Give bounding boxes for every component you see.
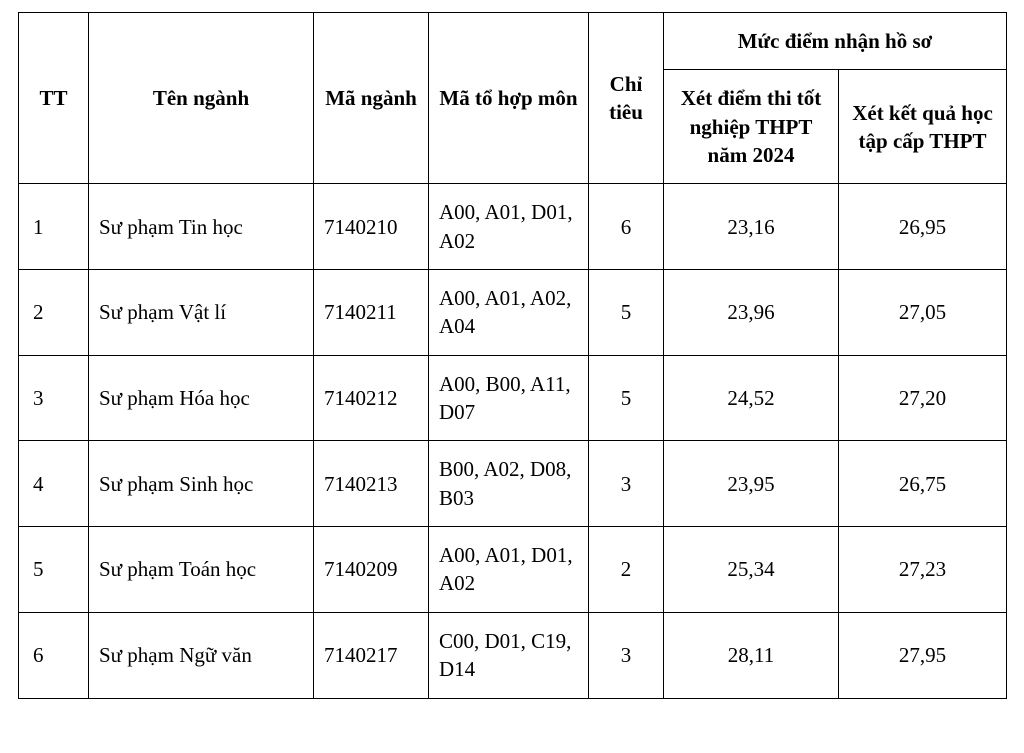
cell-diem-hoc-tap: 26,75 [839,441,1007,527]
cell-ma-nganh: 7140210 [314,184,429,270]
table-header: TT Tên ngành Mã ngành Mã tổ hợp môn Chỉ … [19,13,1007,184]
table-body: 1Sư phạm Tin học7140210A00, A01, D01, A0… [19,184,1007,698]
cell-tt: 6 [19,612,89,698]
cell-diem-tot-nghiep: 28,11 [664,612,839,698]
cell-chi-tieu: 5 [589,270,664,356]
cell-chi-tieu: 3 [589,441,664,527]
cell-diem-tot-nghiep: 23,96 [664,270,839,356]
cell-ten-nganh: Sư phạm Sinh học [89,441,314,527]
col-header-ma-nganh: Mã ngành [314,13,429,184]
cell-chi-tieu: 3 [589,612,664,698]
col-header-chi-tieu: Chỉ tiêu [589,13,664,184]
table-row: 2Sư phạm Vật lí7140211A00, A01, A02, A04… [19,270,1007,356]
table-row: 1Sư phạm Tin học7140210A00, A01, D01, A0… [19,184,1007,270]
cell-diem-tot-nghiep: 23,95 [664,441,839,527]
cell-diem-hoc-tap: 27,20 [839,355,1007,441]
cell-ma-to-hop-mon: A00, A01, D01, A02 [429,527,589,613]
cell-ma-nganh: 7140212 [314,355,429,441]
table-header-row-1: TT Tên ngành Mã ngành Mã tổ hợp môn Chỉ … [19,13,1007,70]
col-header-xet-ket-qua-hoc-tap: Xét kết quả học tập cấp THPT [839,70,1007,184]
cell-ma-nganh: 7140217 [314,612,429,698]
col-header-xet-diem-tot-nghiep: Xét điểm thi tốt nghiệp THPT năm 2024 [664,70,839,184]
cell-ten-nganh: Sư phạm Tin học [89,184,314,270]
cell-tt: 1 [19,184,89,270]
cell-tt: 2 [19,270,89,356]
cell-diem-tot-nghiep: 23,16 [664,184,839,270]
cell-diem-tot-nghiep: 24,52 [664,355,839,441]
admissions-table: TT Tên ngành Mã ngành Mã tổ hợp môn Chỉ … [18,12,1007,699]
cell-ma-to-hop-mon: A00, A01, A02, A04 [429,270,589,356]
cell-diem-hoc-tap: 27,95 [839,612,1007,698]
cell-chi-tieu: 6 [589,184,664,270]
cell-tt: 3 [19,355,89,441]
cell-ten-nganh: Sư phạm Vật lí [89,270,314,356]
cell-ma-to-hop-mon: C00, D01, C19, D14 [429,612,589,698]
cell-chi-tieu: 2 [589,527,664,613]
table-row: 6Sư phạm Ngữ văn7140217C00, D01, C19, D1… [19,612,1007,698]
col-header-ma-to-hop-mon: Mã tổ hợp môn [429,13,589,184]
cell-ten-nganh: Sư phạm Toán học [89,527,314,613]
cell-tt: 4 [19,441,89,527]
col-header-muc-diem-nhan-ho-so: Mức điểm nhận hồ sơ [664,13,1007,70]
cell-ten-nganh: Sư phạm Ngữ văn [89,612,314,698]
cell-ten-nganh: Sư phạm Hóa học [89,355,314,441]
cell-ma-nganh: 7140211 [314,270,429,356]
table-row: 5Sư phạm Toán học7140209A00, A01, D01, A… [19,527,1007,613]
cell-diem-hoc-tap: 27,05 [839,270,1007,356]
cell-ma-to-hop-mon: B00, A02, D08, B03 [429,441,589,527]
cell-chi-tieu: 5 [589,355,664,441]
table-row: 4Sư phạm Sinh học7140213B00, A02, D08, B… [19,441,1007,527]
cell-diem-hoc-tap: 26,95 [839,184,1007,270]
page-container: TT Tên ngành Mã ngành Mã tổ hợp môn Chỉ … [0,0,1024,717]
cell-ma-nganh: 7140213 [314,441,429,527]
col-header-tt: TT [19,13,89,184]
cell-diem-tot-nghiep: 25,34 [664,527,839,613]
cell-tt: 5 [19,527,89,613]
cell-ma-to-hop-mon: A00, A01, D01, A02 [429,184,589,270]
cell-ma-to-hop-mon: A00, B00, A11, D07 [429,355,589,441]
table-row: 3Sư phạm Hóa học7140212A00, B00, A11, D0… [19,355,1007,441]
cell-ma-nganh: 7140209 [314,527,429,613]
col-header-ten-nganh: Tên ngành [89,13,314,184]
cell-diem-hoc-tap: 27,23 [839,527,1007,613]
